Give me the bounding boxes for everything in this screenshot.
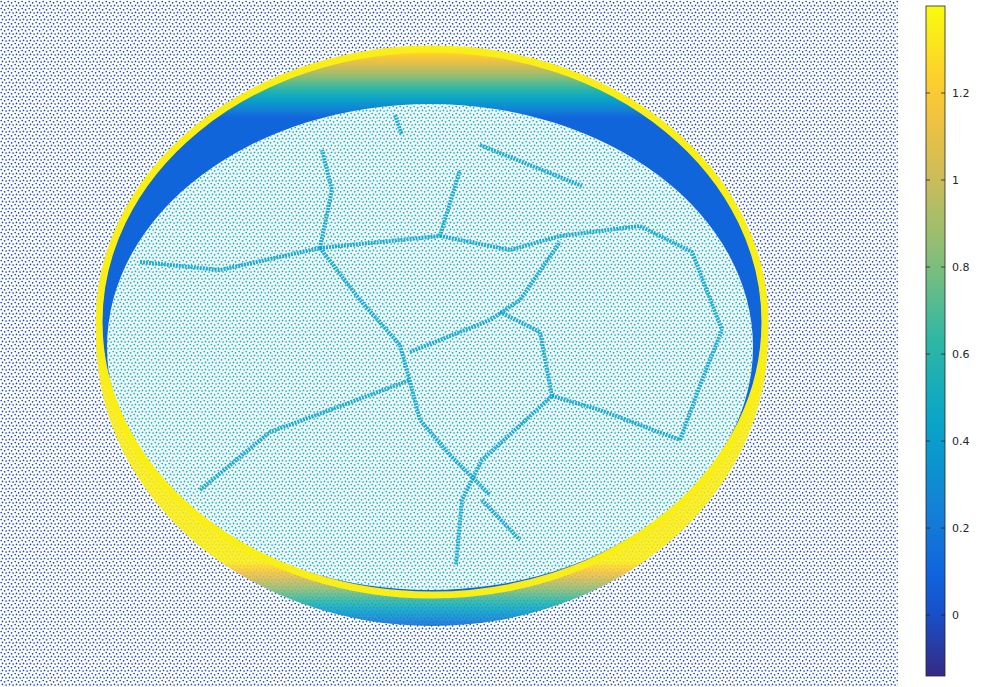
crack [320, 150, 332, 248]
crack [456, 312, 552, 565]
colorbar-tick [926, 441, 930, 442]
ground-points [0, 0, 898, 687]
crack [482, 500, 520, 540]
colorbar-tick-label: 0.6 [952, 348, 970, 361]
colorbar-tick [941, 180, 945, 181]
inner-wall [102, 50, 762, 594]
colorbar-tick [941, 528, 945, 529]
colorbar-tick-label: 0.4 [952, 435, 970, 448]
colorbar-tick [926, 615, 930, 616]
colorbar-tick [926, 354, 930, 355]
outer-wall [96, 50, 768, 626]
plot-bg [0, 0, 898, 687]
crack [140, 248, 490, 495]
colorbar-tick [941, 354, 945, 355]
rim [99, 49, 765, 595]
crack [552, 396, 680, 440]
colorbar-tick [926, 528, 930, 529]
colorbar-tick-label: 0.8 [952, 261, 970, 274]
crack [680, 330, 722, 440]
figure: 0 0.2 0.4 0.6 0.8 1 1.2 [0, 0, 985, 687]
colorbar-tick [941, 441, 945, 442]
plot-area [0, 0, 898, 687]
crack [640, 226, 722, 330]
colorbar-tick-label: 0 [952, 609, 959, 622]
colorbar-tick [941, 267, 945, 268]
colorbar-tick [941, 615, 945, 616]
crack [395, 115, 402, 135]
crack [200, 380, 410, 490]
colorbar-tick [926, 93, 930, 94]
root: 0 0.2 0.4 0.6 0.8 1 1.2 [0, 0, 985, 687]
colorbar-tick-label: 0.2 [952, 522, 970, 535]
colorbar-tick-label: 1.2 [952, 87, 970, 100]
colorbar [926, 6, 945, 676]
colorbar-tick [941, 93, 945, 94]
crack [320, 170, 460, 248]
cracks [140, 115, 722, 565]
crack [440, 226, 640, 250]
colorbar-tick-label: 1 [952, 174, 959, 187]
colorbar-tick [926, 267, 930, 268]
crack [410, 242, 560, 352]
crack [480, 145, 582, 186]
colorbar-tick [926, 180, 930, 181]
